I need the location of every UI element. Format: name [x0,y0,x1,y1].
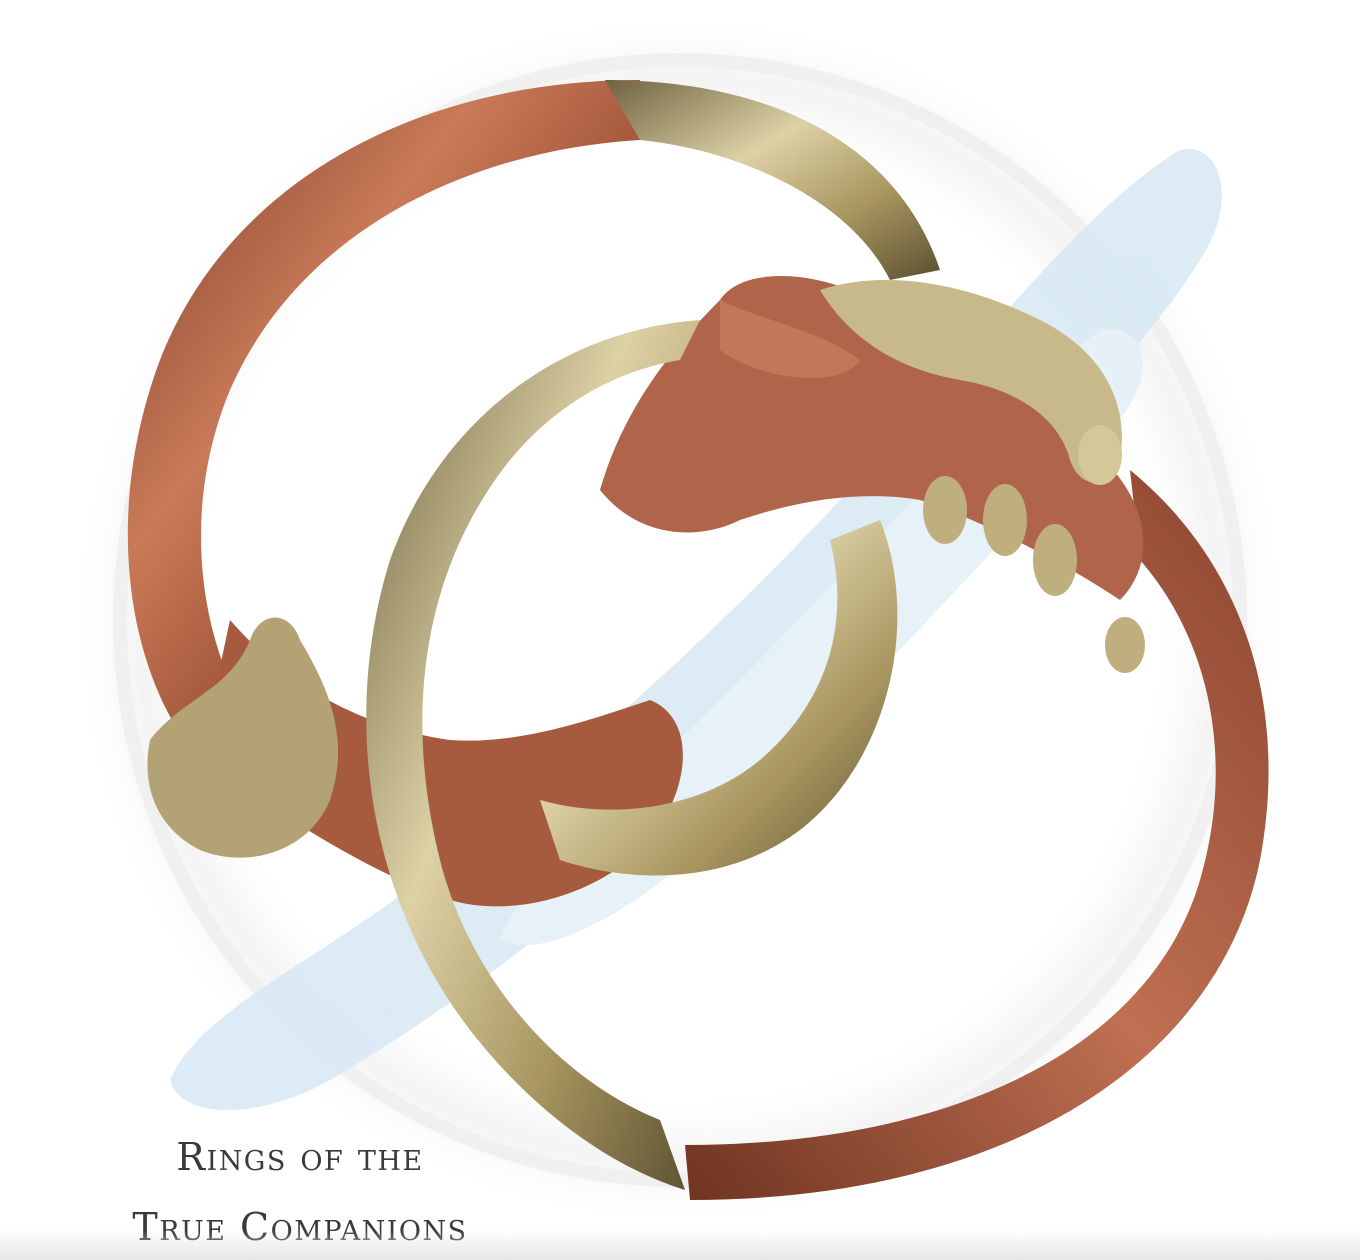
bottom-edge-shadow [0,1230,1360,1260]
brass-ring [147,80,1145,1190]
caption-line-1: Rings of the [176,1135,424,1179]
